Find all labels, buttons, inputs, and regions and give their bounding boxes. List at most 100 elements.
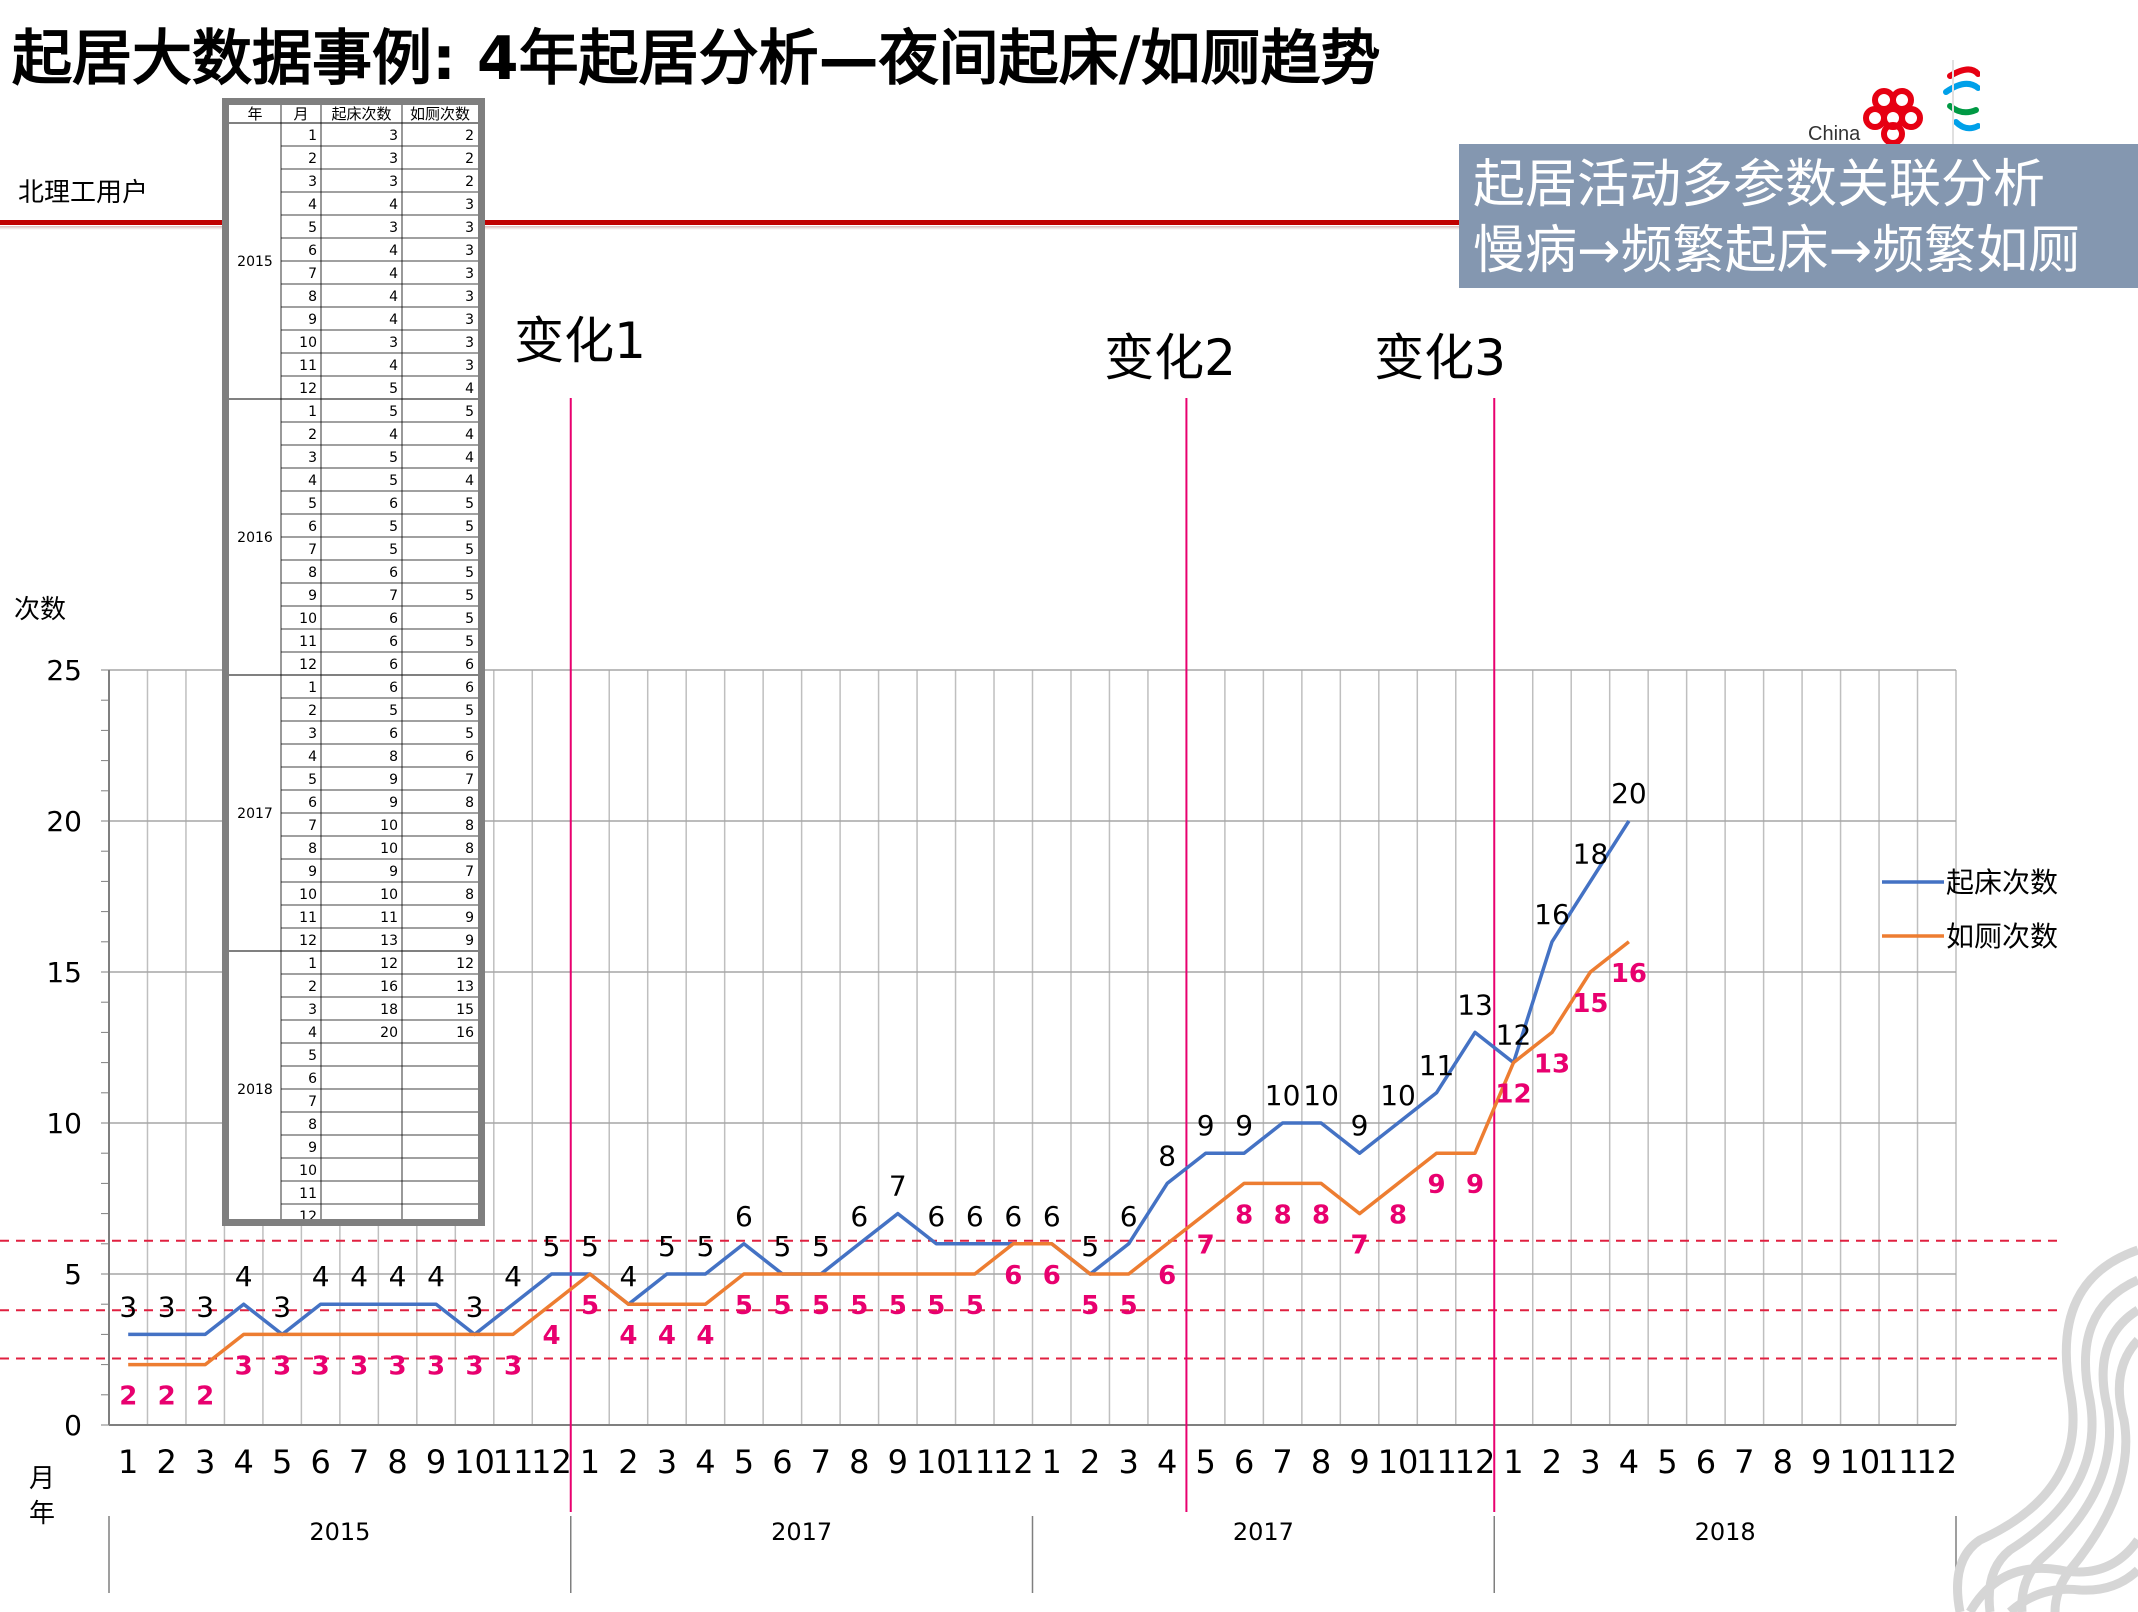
data-label-getup: 3	[196, 1290, 214, 1323]
table-getup-cell: 3	[389, 174, 398, 190]
x-tick-label: 2	[618, 1443, 638, 1481]
x-tick-label: 6	[310, 1443, 330, 1481]
data-label-getup: 9	[1235, 1109, 1253, 1142]
data-label-toilet: 9	[1466, 1170, 1484, 1200]
table-header-cell: 起床次数	[331, 105, 391, 123]
data-label-getup: 16	[1534, 898, 1570, 931]
data-label-getup: 4	[235, 1260, 253, 1293]
x-year-label: 2017	[1233, 1518, 1294, 1546]
table-getup-cell: 7	[389, 588, 398, 604]
table-toilet-cell: 3	[465, 289, 474, 305]
table-month-cell: 12	[299, 1209, 317, 1219]
legend-label: 如厕次数	[1946, 920, 2058, 953]
table-toilet-cell: 5	[465, 611, 474, 627]
x-tick-label: 12	[531, 1443, 572, 1481]
table-toilet-cell: 5	[465, 726, 474, 742]
table-month-cell: 11	[299, 634, 317, 650]
data-label-getup: 3	[273, 1290, 291, 1323]
x-tick-label: 2	[157, 1443, 177, 1481]
data-label-getup: 6	[1120, 1200, 1138, 1233]
table-toilet-cell: 8	[465, 887, 474, 903]
table-toilet-cell: 4	[465, 381, 474, 397]
data-label-toilet: 5	[966, 1291, 984, 1321]
data-label-toilet: 9	[1427, 1170, 1445, 1200]
y-tick-label: 5	[64, 1258, 82, 1291]
table-toilet-cell: 5	[465, 634, 474, 650]
table-getup-cell: 6	[389, 565, 398, 581]
table-toilet-cell: 3	[465, 335, 474, 351]
x-tick-label: 1	[1042, 1443, 1062, 1481]
x-tick-label: 11	[1878, 1443, 1919, 1481]
table-toilet-cell: 5	[465, 542, 474, 558]
data-label-getup: 18	[1573, 837, 1609, 870]
table-year-cell: 2016	[237, 530, 273, 546]
data-label-toilet: 3	[312, 1351, 330, 1381]
data-label-getup: 5	[773, 1230, 791, 1263]
data-label-getup: 8	[1158, 1139, 1176, 1172]
page-title: 起居大数据事例: 4年起居分析—夜间起床/如厕趋势	[12, 24, 1381, 94]
data-label-toilet: 3	[389, 1351, 407, 1381]
x-tick-label: 9	[1349, 1443, 1369, 1481]
y-tick-label: 0	[64, 1409, 82, 1442]
data-label-getup: 4	[312, 1260, 330, 1293]
table-month-cell: 10	[299, 611, 317, 627]
data-label-toilet: 5	[850, 1291, 868, 1321]
table-getup-cell: 4	[389, 312, 398, 328]
table-toilet-cell: 3	[465, 266, 474, 282]
data-label-toilet: 3	[466, 1351, 484, 1381]
table-getup-cell: 18	[380, 1002, 398, 1018]
x-tick-label: 8	[849, 1443, 869, 1481]
data-label-getup: 5	[543, 1230, 561, 1263]
data-label-toilet: 4	[619, 1321, 637, 1351]
data-label-getup: 3	[466, 1290, 484, 1323]
data-label-getup: 4	[389, 1260, 407, 1293]
table-month-cell: 8	[308, 1117, 317, 1133]
data-label-toilet: 8	[1389, 1200, 1407, 1230]
table-month-cell: 9	[308, 1140, 317, 1156]
table-month-cell: 4	[308, 749, 317, 765]
x-tick-label: 6	[1696, 1443, 1716, 1481]
table-getup-cell: 6	[389, 657, 398, 673]
table-month-cell: 10	[299, 335, 317, 351]
x-tick-label: 3	[1119, 1443, 1139, 1481]
x-tick-label: 1	[580, 1443, 600, 1481]
x-axis-year-label: 年	[29, 1499, 55, 1529]
table-month-cell: 4	[308, 473, 317, 489]
table-month-cell: 3	[308, 174, 317, 190]
table-month-cell: 6	[308, 1071, 317, 1087]
data-label-toilet: 2	[196, 1382, 214, 1412]
x-tick-label: 4	[1157, 1443, 1177, 1481]
table-month-cell: 8	[308, 841, 317, 857]
table-getup-cell: 6	[389, 634, 398, 650]
data-label-toilet: 5	[927, 1291, 945, 1321]
data-label-getup: 5	[1081, 1230, 1099, 1263]
table-toilet-cell: 2	[465, 174, 474, 190]
data-label-getup: 4	[620, 1260, 638, 1293]
table-month-cell: 7	[308, 542, 317, 558]
x-tick-label: 12	[1916, 1443, 1957, 1481]
table-toilet-cell: 5	[465, 519, 474, 535]
data-label-toilet: 5	[1120, 1291, 1138, 1321]
table-month-cell: 11	[299, 910, 317, 926]
x-tick-label: 4	[233, 1443, 253, 1481]
table-month-cell: 9	[308, 312, 317, 328]
x-tick-label: 3	[657, 1443, 677, 1481]
table-month-cell: 1	[308, 128, 317, 144]
table-toilet-cell: 5	[465, 588, 474, 604]
table-getup-cell: 6	[389, 726, 398, 742]
y-axis-label: 次数	[14, 595, 66, 625]
table-year-cell: 2015	[237, 254, 273, 270]
table-toilet-cell: 8	[465, 795, 474, 811]
x-tick-label: 1	[1503, 1443, 1523, 1481]
y-tick-label: 10	[46, 1107, 82, 1140]
table-month-cell: 2	[308, 151, 317, 167]
table-getup-cell: 10	[380, 887, 398, 903]
table-getup-cell: 5	[389, 404, 398, 420]
table-toilet-cell: 13	[456, 979, 474, 995]
data-label-toilet: 4	[696, 1321, 714, 1351]
table-toilet-cell: 15	[456, 1002, 474, 1018]
x-axis-month-label: 月	[29, 1464, 55, 1494]
data-label-getup: 10	[1303, 1079, 1339, 1112]
x-tick-label: 10	[916, 1443, 957, 1481]
table-getup-cell: 12	[380, 956, 398, 972]
